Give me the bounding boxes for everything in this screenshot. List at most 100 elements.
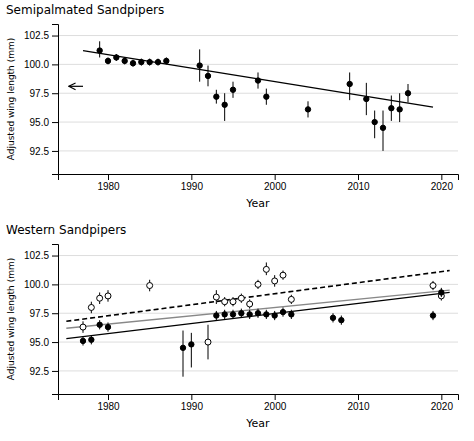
- chart: 1980 1990 2000 2010 2020 92.5 95.0 97.5 100.0 102…: [0, 0, 474, 441]
- y-axis: 92.5 95.0 97.5 100.0 102.5: [24, 245, 59, 395]
- point: [130, 61, 135, 66]
- point: [97, 295, 103, 301]
- tick-mark: [275, 174, 276, 180]
- x-tick: 2020: [431, 394, 454, 412]
- tick-label: 2020: [431, 401, 454, 412]
- tick-mark: [52, 64, 58, 65]
- tick-label: 2010: [347, 401, 370, 412]
- point: [222, 312, 227, 317]
- title: Semipalmated Sandpipers: [6, 3, 164, 17]
- tick-label: 1990: [181, 401, 204, 412]
- title: Western Sandpipers: [6, 223, 126, 237]
- y-tick: 100.0: [24, 59, 58, 70]
- tick-mark: [52, 342, 58, 343]
- point: [239, 311, 244, 316]
- tick-label: 102.5: [24, 250, 49, 261]
- point: [263, 266, 269, 272]
- point: [89, 337, 94, 342]
- grid-line: [58, 150, 458, 151]
- tick-label: 92.5: [30, 146, 50, 157]
- point: [397, 107, 402, 112]
- point: [272, 278, 278, 284]
- point: [372, 119, 377, 124]
- point: [255, 281, 261, 287]
- grid-line: [58, 255, 458, 256]
- series: [80, 288, 444, 377]
- tick-label: 2010: [347, 181, 370, 192]
- point: [214, 94, 219, 99]
- tick-mark: [52, 122, 58, 123]
- point: [97, 322, 102, 327]
- plot-area: [66, 262, 449, 376]
- x-tick: 2000: [264, 394, 287, 412]
- tick-mark: [52, 93, 58, 94]
- point: [230, 299, 236, 305]
- tick-label: 2000: [264, 181, 287, 192]
- x-tick: 2010: [347, 174, 370, 192]
- point: [105, 293, 111, 299]
- y-axis-title: Adjusted wing length (mm): [6, 258, 16, 381]
- y-tick: 102.5: [24, 30, 58, 41]
- grid-line: [58, 342, 458, 343]
- tick-mark: [52, 256, 58, 257]
- point: [214, 313, 219, 318]
- y-tick: 95.0: [30, 337, 58, 348]
- x-axis: 1980 1990 2000 2010 2020: [59, 394, 459, 412]
- y-axis-title: Adjusted wing length (mm): [6, 38, 16, 161]
- point: [288, 296, 294, 302]
- point: [264, 94, 269, 99]
- point: [105, 324, 110, 329]
- point: [255, 311, 260, 316]
- y-tick: 92.5: [30, 146, 58, 157]
- grid: [58, 256, 458, 371]
- tick-mark: [275, 394, 276, 400]
- point: [205, 73, 210, 78]
- grid-line: [58, 370, 458, 371]
- point: [213, 294, 219, 300]
- y-tick: 97.5: [30, 88, 58, 99]
- point: [105, 58, 110, 63]
- x-tick: 2020: [431, 174, 454, 192]
- point: [205, 339, 211, 345]
- tick-label: 97.5: [30, 88, 50, 99]
- plot-area: [83, 41, 433, 151]
- y-tick: 102.5: [24, 250, 58, 261]
- x-tick: 2010: [347, 394, 370, 412]
- grid-line: [58, 122, 458, 123]
- tick-label: 92.5: [30, 366, 50, 377]
- tick-label: 100.0: [24, 279, 49, 290]
- axis-line: [52, 245, 59, 395]
- point: [247, 312, 252, 317]
- y-tick: 92.5: [30, 366, 58, 377]
- point: [389, 106, 394, 111]
- point: [330, 315, 335, 320]
- point: [380, 125, 385, 130]
- tick-label: 97.5: [30, 308, 50, 319]
- point: [405, 91, 410, 96]
- tick-mark: [191, 394, 192, 400]
- grid: [58, 36, 458, 151]
- tick-label: 95.0: [30, 337, 50, 348]
- tick-mark: [358, 174, 359, 180]
- tick-label: 1990: [181, 181, 204, 192]
- point: [180, 345, 185, 350]
- tick-mark: [108, 174, 109, 180]
- tick-mark: [52, 371, 58, 372]
- trend-line: [66, 271, 449, 322]
- x-tick: 1980: [97, 174, 120, 192]
- point: [222, 102, 227, 107]
- point: [280, 309, 285, 314]
- point: [230, 312, 235, 317]
- point: [264, 312, 269, 317]
- axis-line: [59, 395, 459, 401]
- point: [197, 63, 202, 68]
- tick-mark: [52, 36, 58, 37]
- tick-mark: [52, 313, 58, 314]
- x-tick: 1990: [181, 394, 204, 412]
- tick-label: 1980: [97, 401, 120, 412]
- trend-line: [66, 292, 449, 338]
- x-tick: 1990: [181, 174, 204, 192]
- series: [80, 262, 444, 359]
- arrow: [69, 86, 83, 87]
- point: [122, 58, 127, 63]
